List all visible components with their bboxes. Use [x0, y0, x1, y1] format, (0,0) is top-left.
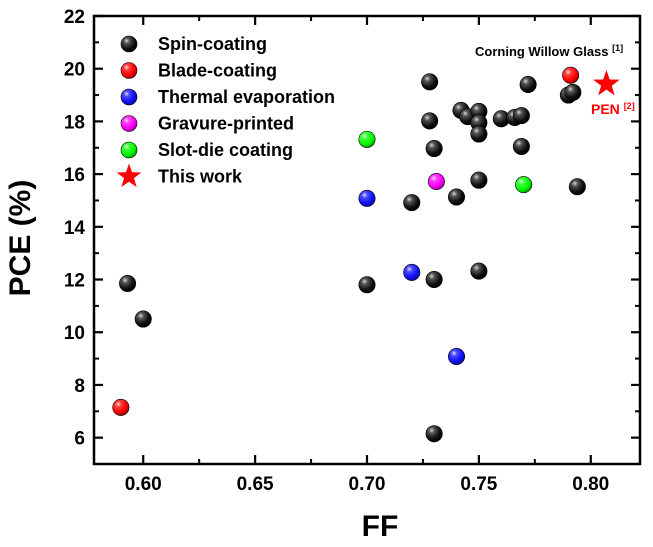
tick-labels: 0.60 0.65 0.70 0.75 0.80 6 8 10 12 14 16 18 20 22 [64, 7, 609, 495]
legend-label: Gravure-printed [158, 114, 294, 134]
y-tick-label: 10 [64, 323, 85, 344]
data-point [512, 137, 530, 155]
legend-marker [120, 115, 138, 132]
axes [92, 14, 642, 466]
y-tick-label: 12 [64, 271, 85, 292]
x-tick-label: 0.70 [349, 474, 386, 495]
legend-marker [120, 35, 138, 53]
data-point [427, 172, 445, 190]
legend-star-marker [116, 163, 142, 188]
data-point [564, 83, 582, 101]
annotation-pen: PEN [2] [591, 101, 635, 117]
data-points [112, 66, 620, 443]
star-point [593, 69, 620, 96]
legend-label: Slot-die coating [158, 140, 293, 160]
data-point [448, 347, 466, 365]
x-tick-label: 0.80 [572, 474, 609, 495]
x-tick-label: 0.65 [237, 474, 274, 495]
x-axis-title: FF [362, 510, 399, 543]
legend-marker [120, 88, 138, 106]
x-tick-label: 0.75 [460, 474, 497, 495]
data-point [562, 66, 580, 84]
data-point [403, 263, 421, 281]
annotation-corning: Corning Willow Glass [1] [475, 43, 623, 59]
data-point [119, 274, 137, 292]
y-tick-label: 14 [64, 218, 86, 239]
x-tick-label: 0.60 [125, 474, 162, 495]
data-point [470, 262, 488, 280]
data-point [515, 176, 533, 194]
y-tick-label: 16 [64, 165, 85, 186]
legend: Spin-coating Blade-coating Thermal evapora… [116, 34, 335, 188]
y-tick-label: 18 [64, 112, 85, 133]
data-point [425, 140, 443, 158]
y-axis-title: PCE (%) [4, 180, 37, 297]
legend-label: Blade-coating [158, 61, 277, 81]
legend-label: Spin-coating [158, 34, 267, 54]
data-point [470, 125, 488, 143]
data-point [470, 171, 488, 189]
y-tick-label: 8 [74, 376, 85, 397]
y-tick-label: 6 [74, 429, 85, 450]
legend-marker [120, 62, 138, 79]
plot-frame [92, 14, 642, 466]
y-tick-label: 22 [64, 7, 85, 28]
data-point [421, 73, 439, 91]
data-point [112, 398, 130, 416]
data-point [421, 112, 439, 130]
data-point [358, 130, 376, 148]
data-point [448, 188, 466, 206]
data-point [358, 189, 376, 207]
legend-label: This work [158, 167, 243, 187]
data-point [425, 271, 443, 289]
data-point [134, 310, 152, 328]
data-point [425, 425, 443, 443]
data-point [519, 76, 537, 94]
data-point [358, 276, 376, 294]
tick-marks [94, 14, 640, 464]
legend-marker [120, 141, 138, 159]
y-tick-label: 20 [64, 60, 85, 81]
data-point [403, 194, 421, 212]
legend-label: Thermal evaporation [158, 87, 335, 107]
data-point [512, 107, 530, 125]
data-point [568, 178, 586, 196]
